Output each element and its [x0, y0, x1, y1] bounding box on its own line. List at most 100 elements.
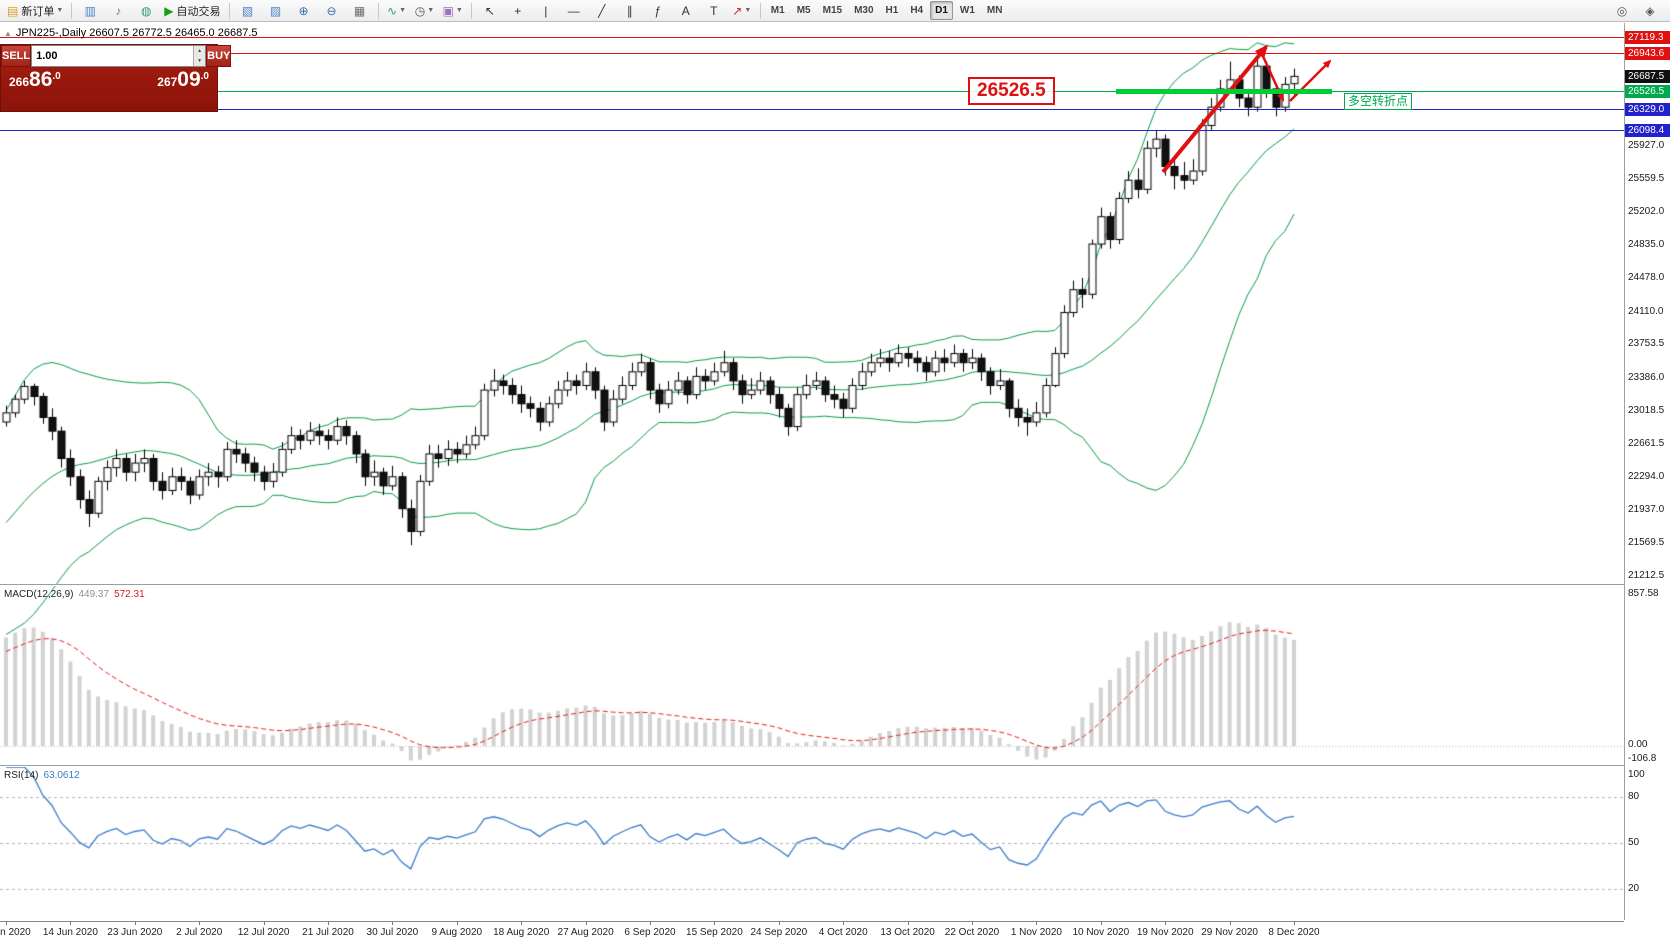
- cursor-button[interactable]: ↖: [476, 0, 504, 21]
- price-tick-label: 23018.5: [1628, 405, 1665, 417]
- price-level-label: 26526.5: [1625, 84, 1670, 98]
- autotrading-button[interactable]: ▶ 自动交易: [160, 0, 224, 21]
- date-label: 22 Oct 2020: [944, 927, 1000, 938]
- timeframe-mn[interactable]: MN: [986, 5, 1003, 16]
- date-tick: [456, 922, 458, 925]
- autotrading-button-label: 自动交易: [176, 5, 221, 18]
- news-icon: ◍: [141, 3, 152, 18]
- timeframe-h4[interactable]: H4: [910, 5, 924, 16]
- timeframe-m5[interactable]: M5: [796, 5, 811, 16]
- chevron-down-icon: ▼: [56, 7, 64, 14]
- timeframe-m30[interactable]: M30: [854, 5, 874, 16]
- date-label: 9 Aug 2020: [431, 927, 483, 938]
- price-tick-label: 22294.0: [1628, 471, 1665, 483]
- price-level-label: 26943.6: [1625, 46, 1670, 60]
- macd-scale-label: 0.00: [1628, 739, 1648, 750]
- date-label: 6 Sep 2020: [624, 927, 676, 938]
- volume-increase-button[interactable]: ▲: [194, 46, 206, 56]
- note-annotation[interactable]: 多空转折点: [1344, 93, 1413, 110]
- date-label: 2 Jul 2020: [176, 927, 223, 938]
- level-line-26943.6[interactable]: [0, 52, 1624, 54]
- rsi-scale-label: 100: [1628, 769, 1645, 780]
- volume-input[interactable]: [32, 46, 194, 66]
- panel-splitter-rsi[interactable]: [0, 765, 1670, 767]
- label-button[interactable]: T: [700, 0, 728, 21]
- collapse-panel-icon[interactable]: ▲: [4, 29, 12, 38]
- level-line-26526.5[interactable]: [0, 90, 1624, 92]
- quick-search-button[interactable]: ◎: [1608, 0, 1636, 21]
- fibonacci-button[interactable]: ƒ: [644, 0, 672, 21]
- date-label: 8 Dec 2020: [1268, 927, 1320, 938]
- date-tick: [1229, 922, 1231, 925]
- news-button[interactable]: ◍: [132, 0, 160, 21]
- channel-button[interactable]: ∥: [616, 0, 644, 21]
- templates-button[interactable]: ▣ ▼: [439, 0, 467, 21]
- grid-icon: ▦: [353, 3, 366, 18]
- timeframe-m15[interactable]: M15: [822, 5, 843, 16]
- new-order-button[interactable]: ▤ 新订单 ▼: [3, 0, 67, 21]
- panel-splitter-macd[interactable]: [0, 584, 1670, 586]
- rsi-scale-label: 50: [1628, 837, 1640, 848]
- buy-button[interactable]: BUY: [206, 45, 232, 67]
- price-level-label: 26098.4: [1625, 123, 1670, 137]
- zoom-out-button[interactable]: ⊖: [318, 0, 346, 21]
- date-label: 19 Nov 2020: [1136, 927, 1194, 938]
- bid-price: 26686.0: [9, 68, 61, 91]
- sell-button[interactable]: SELL: [1, 45, 32, 67]
- trend-arrow[interactable]: [1289, 59, 1332, 102]
- toolbar: ▤ 新订单 ▼ ▥ ♪ ◍ ▶ 自动交易 ▧ ▨ ⊕ ⊖ ▦ ∿ ▼ ◷ ▼ ▣ ▼ ↖ + | — ╱ ∥ ƒ A T ↗ ▼ M1 M5 M…: [0, 0, 1670, 22]
- timeframe-h1[interactable]: H1: [885, 5, 899, 16]
- channel-icon: ∥: [626, 3, 633, 18]
- indicators-button[interactable]: ∿ ▼: [383, 0, 411, 21]
- horizontal-line-icon: —: [567, 3, 580, 18]
- arrow-object-icon: ↗: [732, 3, 743, 18]
- new-order-button-label: 新订单: [21, 5, 55, 18]
- timeframe-d1[interactable]: D1: [930, 1, 953, 20]
- support-segment-line[interactable]: [1116, 88, 1332, 94]
- grid-button[interactable]: ▦: [346, 0, 374, 21]
- date-tick: [328, 922, 329, 925]
- trend-arrow[interactable]: [1161, 44, 1269, 174]
- rsi-scale-label: 80: [1628, 791, 1640, 802]
- volume-box: ▲ ▼: [31, 45, 207, 67]
- new-chart-button[interactable]: ▧: [234, 0, 262, 21]
- metaeditor-button[interactable]: ▥: [76, 0, 104, 21]
- text-button[interactable]: A: [672, 0, 700, 21]
- date-tick: [714, 922, 716, 925]
- date-label: 15 Sep 2020: [686, 927, 743, 938]
- date-tick: [650, 922, 651, 925]
- zoom-in-button[interactable]: ⊕: [290, 0, 318, 21]
- date-tick: [199, 922, 201, 925]
- price-chart-canvas[interactable]: [0, 23, 1624, 920]
- crosshair-button[interactable]: +: [504, 0, 532, 21]
- alerts-button[interactable]: ♪: [104, 0, 132, 21]
- quick-nav-button[interactable]: ◈: [1636, 0, 1664, 21]
- time-axis[interactable]: 3 Jun 2020 14 Jun 2020 23 Jun 2020 2 Jul 20…: [0, 921, 1624, 943]
- volume-decrease-button[interactable]: ▼: [194, 56, 206, 66]
- macd-scale-label: -106.8: [1628, 753, 1657, 764]
- vertical-line-button[interactable]: |: [532, 0, 560, 21]
- macd-scale-label: 857.58: [1628, 588, 1659, 599]
- trend-arrows[interactable]: [0, 23, 1624, 920]
- periods-button[interactable]: ◷ ▼: [411, 0, 439, 21]
- date-tick: [70, 922, 72, 925]
- text-icon: A: [681, 3, 690, 18]
- level-line-27119.3[interactable]: [0, 36, 1624, 38]
- chart-profiles-button[interactable]: ▨: [262, 0, 290, 21]
- toolbar-right-group: ◎ ◈: [1608, 0, 1664, 21]
- search-icon: ◎: [1616, 3, 1628, 18]
- chart-window[interactable]: ▲ JPN225-,Daily 26607.5 26772.5 26465.0 2…: [0, 23, 1670, 943]
- trendline-button[interactable]: ╱: [588, 0, 616, 21]
- arrows-button[interactable]: ↗ ▼: [728, 0, 756, 21]
- level-line-26329.0[interactable]: [0, 108, 1624, 110]
- sound-icon: ♪: [115, 3, 122, 18]
- level-line-26098.4[interactable]: [0, 129, 1624, 131]
- price-scale[interactable]: 27119.3 26943.6 26687.5 26526.5 26329.0 26098…: [1625, 23, 1670, 920]
- trendline-icon: ╱: [598, 3, 606, 18]
- price-level-annotation[interactable]: 26526.5: [968, 77, 1055, 105]
- horizontal-line-button[interactable]: —: [560, 0, 588, 21]
- date-tick: [263, 922, 265, 925]
- timeframe-m1[interactable]: M1: [770, 5, 785, 16]
- date-label: 10 Nov 2020: [1072, 927, 1130, 938]
- timeframe-w1[interactable]: W1: [959, 5, 975, 16]
